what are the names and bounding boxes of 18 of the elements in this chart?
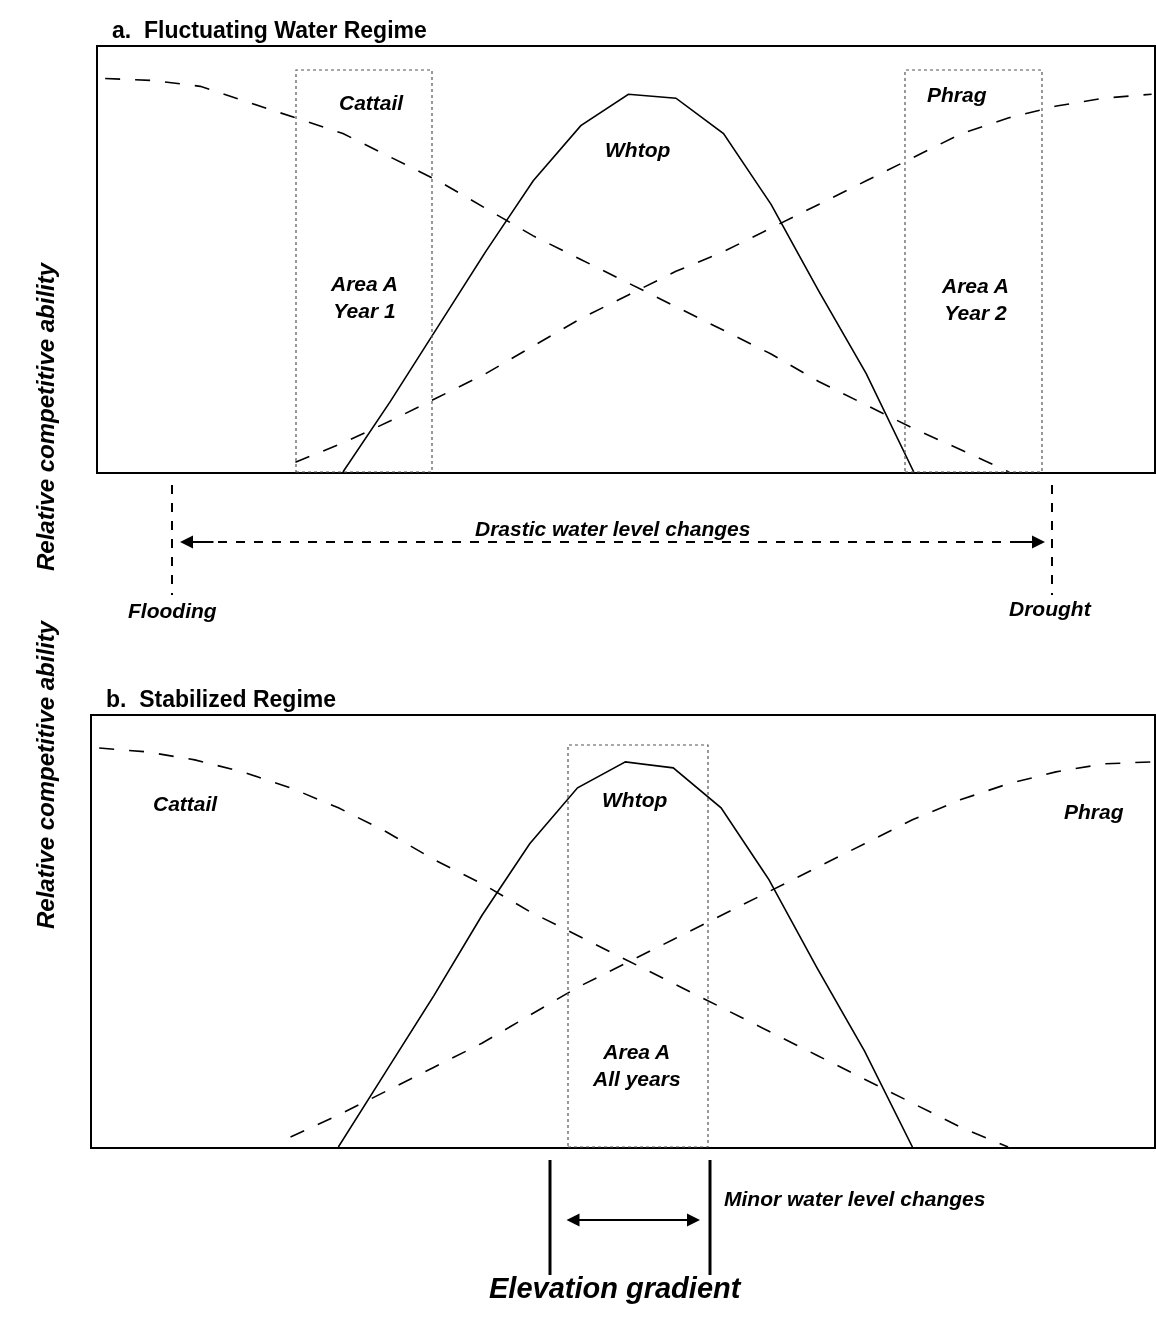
y-axis-title: Relative competitive ability — [32, 261, 59, 571]
x-axis-title: Elevation gradient — [489, 1272, 742, 1304]
series-label: Cattail — [339, 91, 405, 114]
text: Minor water level changes — [724, 1187, 986, 1210]
chart-title: b. Stabilized Regime — [106, 686, 337, 712]
series-label: Whtop — [602, 788, 668, 811]
y-axis-title: Relative competitive ability — [32, 619, 59, 929]
series-label: Phrag — [1064, 800, 1124, 823]
annotation: Area A Year 1 — [330, 272, 398, 323]
series-label: Whtop — [605, 138, 671, 161]
text: Drought — [1009, 597, 1092, 620]
chart-title: a. Fluctuating Water Regime — [112, 17, 427, 43]
series-label: Phrag — [927, 83, 987, 106]
annotation: Area A Year 2 — [941, 274, 1009, 325]
text: Drastic water level changes — [475, 517, 751, 540]
text: Flooding — [128, 599, 217, 622]
annotation: Area A All years — [592, 1040, 681, 1091]
series-label: Cattail — [153, 792, 219, 815]
